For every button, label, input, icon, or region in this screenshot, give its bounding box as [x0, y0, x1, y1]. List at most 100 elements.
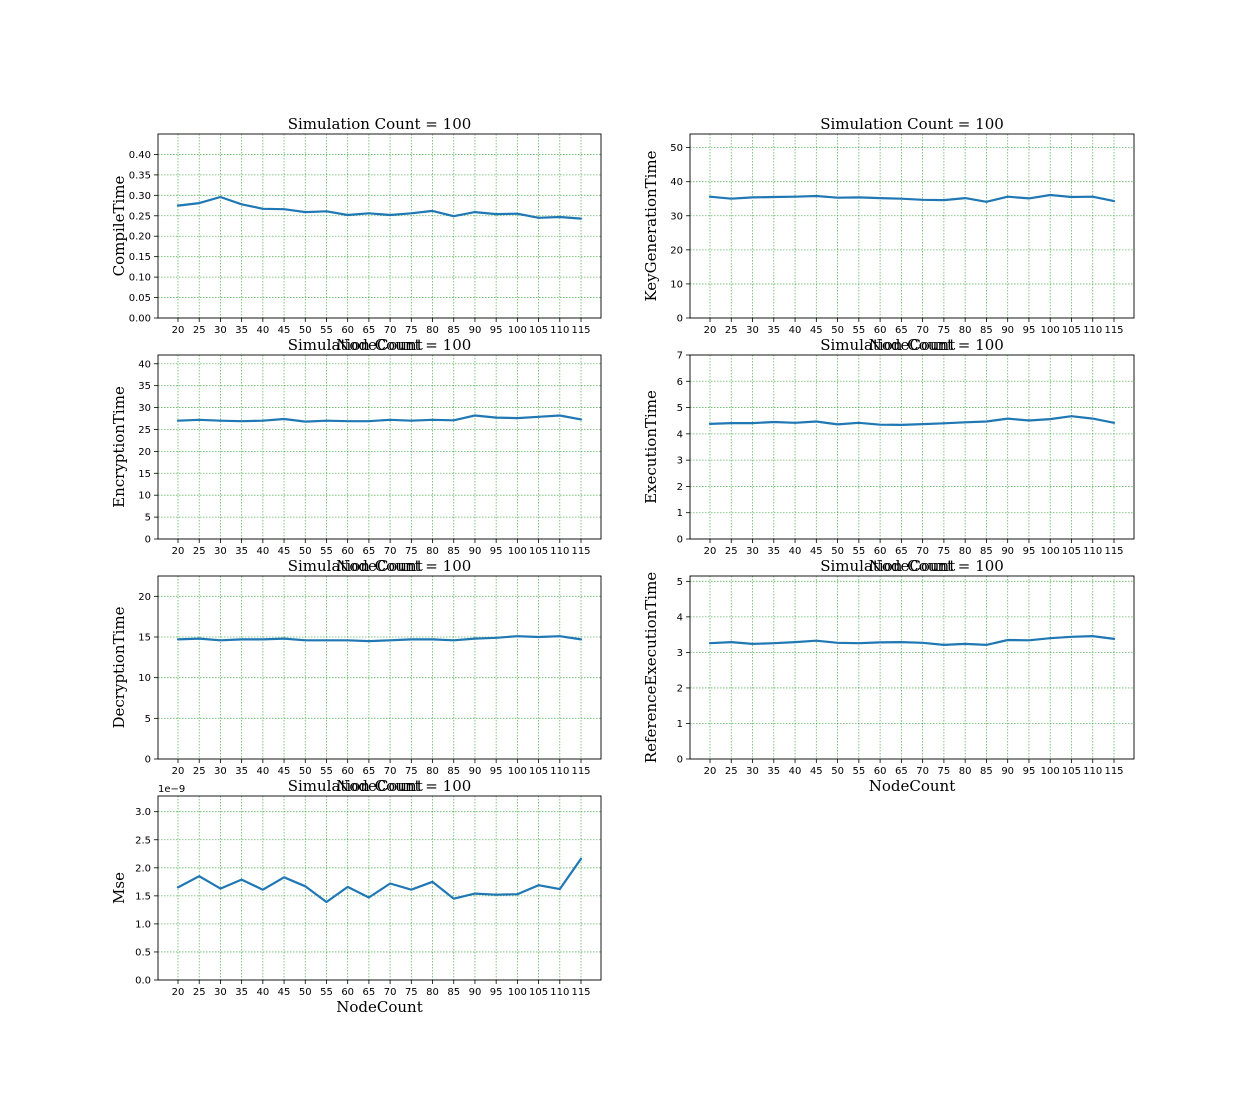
y-tick-label: 2.0 [135, 863, 151, 874]
y-tick-label: 40 [138, 359, 151, 370]
x-tick-label: 90 [469, 546, 482, 557]
x-tick-label: 35 [767, 766, 780, 777]
y-tick-label: 1 [677, 508, 683, 519]
x-tick-label: 115 [1104, 546, 1123, 557]
x-tick-label: 65 [363, 766, 376, 777]
y-tick-label: 30 [138, 403, 151, 414]
chart-title: Simulation Count = 100 [820, 115, 1004, 133]
y-tick-label: 15 [138, 469, 151, 480]
x-tick-label: 115 [571, 987, 590, 998]
x-tick-label: 50 [299, 546, 312, 557]
x-tick-label: 95 [490, 766, 503, 777]
x-tick-label: 35 [767, 546, 780, 557]
x-tick-label: 30 [214, 546, 227, 557]
x-tick-label: 30 [214, 987, 227, 998]
y-tick-label: 4 [677, 612, 683, 623]
x-tick-label: 85 [447, 325, 460, 336]
y-tick-label: 20 [670, 245, 683, 256]
x-tick-label: 45 [810, 546, 823, 557]
x-tick-label: 70 [916, 325, 929, 336]
x-tick-label: 95 [490, 987, 503, 998]
x-tick-label: 55 [852, 546, 865, 557]
x-tick-label: 110 [550, 325, 569, 336]
x-tick-label: 40 [256, 325, 269, 336]
y-tick-label: 2 [677, 683, 683, 694]
x-tick-label: 75 [405, 766, 418, 777]
x-tick-label: 35 [235, 987, 248, 998]
x-tick-label: 115 [571, 546, 590, 557]
x-tick-label: 90 [1001, 766, 1014, 777]
series-line [176, 195, 583, 220]
series-line [708, 415, 1116, 426]
series-line [176, 635, 583, 643]
chart-panel-1: 20 25 30 35 40 45 50 55 60 65 70 75 80 85 90 95 100 105 11… [110, 115, 602, 354]
x-tick-label: 110 [1083, 766, 1102, 777]
series-line [176, 414, 583, 423]
x-tick-label: 20 [704, 325, 717, 336]
x-tick-label: 105 [529, 546, 548, 557]
x-tick-label: 25 [725, 325, 738, 336]
y-tick-label: 0.10 [129, 273, 151, 284]
y-axis-label: DecryptionTime [110, 606, 128, 728]
x-tick-label: 100 [1041, 546, 1060, 557]
x-tick-label: 50 [831, 766, 844, 777]
chart-title: Simulation Count = 100 [288, 777, 472, 795]
x-tick-label: 40 [789, 766, 802, 777]
x-tick-label: 70 [384, 546, 397, 557]
x-tick-label: 60 [341, 987, 354, 998]
x-tick-label: 50 [299, 987, 312, 998]
y-axis-label: ExecutionTime [642, 390, 660, 504]
x-tick-label: 25 [193, 766, 206, 777]
x-tick-label: 20 [172, 766, 185, 777]
x-tick-label: 30 [746, 546, 759, 557]
x-tick-label: 105 [529, 987, 548, 998]
x-tick-label: 100 [1041, 325, 1060, 336]
y-axis-label: CompileTime [110, 176, 128, 277]
x-tick-label: 50 [831, 325, 844, 336]
x-tick-label: 110 [550, 766, 569, 777]
x-tick-label: 80 [426, 766, 439, 777]
x-tick-label: 55 [852, 766, 865, 777]
x-tick-label: 115 [1104, 766, 1123, 777]
x-tick-label: 80 [959, 766, 972, 777]
x-tick-label: 45 [278, 766, 291, 777]
x-axis-label: NodeCount [336, 998, 423, 1016]
y-axis-label: EncryptionTime [110, 386, 128, 508]
x-tick-label: 40 [256, 546, 269, 557]
x-tick-label: 30 [214, 766, 227, 777]
y-tick-label: 0.00 [129, 314, 151, 325]
x-axis-label: NodeCount [869, 777, 956, 795]
y-tick-label: 5 [677, 403, 683, 414]
y-tick-label: 10 [670, 279, 683, 290]
y-offset-text: 1e−9 [158, 784, 185, 795]
chart-panel-3: 20 25 30 35 40 45 50 55 60 65 70 75 80 85 90 95 100 105 11… [110, 336, 602, 575]
x-tick-label: 45 [278, 546, 291, 557]
x-tick-label: 65 [363, 987, 376, 998]
x-tick-label: 85 [980, 766, 993, 777]
x-tick-label: 35 [235, 546, 248, 557]
x-tick-label: 50 [299, 766, 312, 777]
x-tick-label: 55 [320, 766, 333, 777]
x-tick-label: 70 [916, 766, 929, 777]
y-tick-label: 7 [677, 351, 683, 362]
y-tick-label: 10 [138, 491, 151, 502]
x-tick-label: 20 [172, 325, 185, 336]
x-tick-label: 80 [426, 546, 439, 557]
x-tick-label: 100 [1041, 766, 1060, 777]
x-tick-label: 25 [193, 987, 206, 998]
x-tick-label: 35 [767, 325, 780, 336]
y-tick-label: 1.5 [135, 891, 151, 902]
x-tick-label: 65 [895, 766, 908, 777]
x-tick-label: 45 [278, 325, 291, 336]
axes-frame [689, 133, 1135, 319]
x-tick-label: 105 [1062, 546, 1081, 557]
x-tick-label: 40 [789, 325, 802, 336]
x-tick-label: 25 [193, 325, 206, 336]
chart-title: Simulation Count = 100 [820, 557, 1004, 575]
x-tick-label: 95 [1023, 546, 1036, 557]
y-tick-label: 5 [677, 577, 683, 588]
x-tick-label: 65 [363, 546, 376, 557]
x-tick-label: 70 [384, 987, 397, 998]
x-tick-label: 105 [529, 325, 548, 336]
x-tick-label: 100 [508, 766, 527, 777]
